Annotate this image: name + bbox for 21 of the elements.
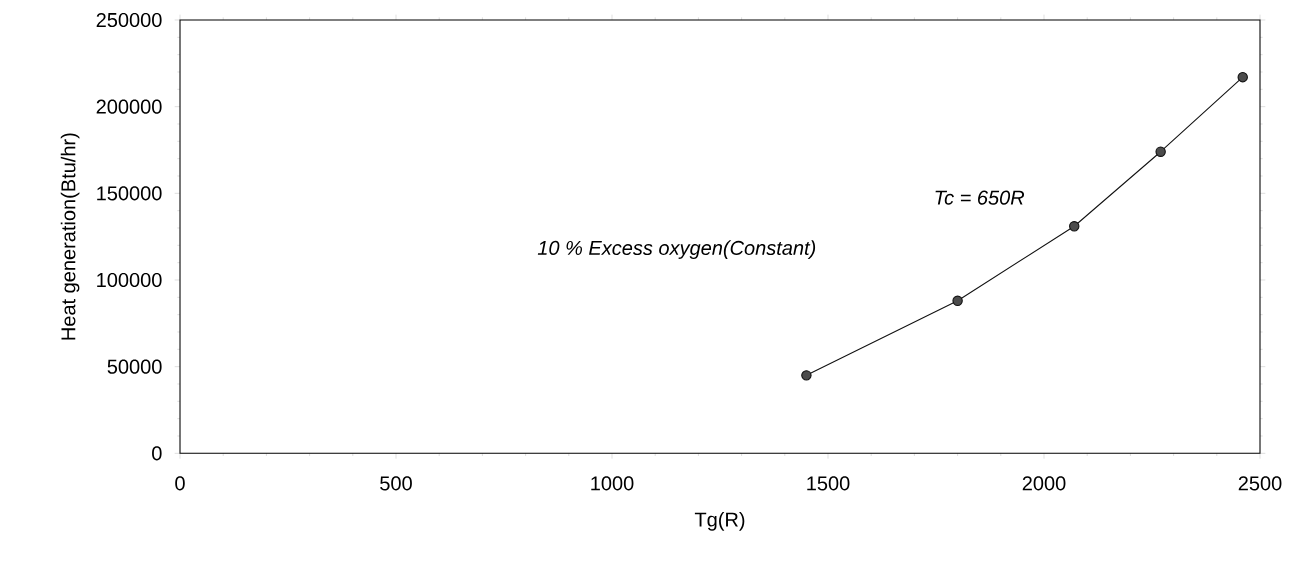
- annotation: 10 % Excess oxygen(Constant): [537, 240, 816, 260]
- x-tick-label: 2500: [1238, 476, 1282, 491]
- point: [1155, 146, 1166, 158]
- x-axis-title: Tg(R): [694, 512, 745, 531]
- point: [801, 370, 812, 381]
- x-tick-label: 0: [175, 476, 185, 491]
- y-tick-label: 150000: [97, 186, 162, 201]
- y-tick-label: 100000: [97, 273, 162, 288]
- x-tick-label: 2000: [1022, 476, 1066, 491]
- x-tick-label: 500: [380, 476, 412, 491]
- point: [1069, 221, 1080, 232]
- x-tick-label: 1000: [591, 476, 634, 491]
- y-tick-label: 250000: [96, 13, 162, 28]
- y-axis-title: Heat generation(Btu/hr): [60, 133, 80, 340]
- x-tick-label: 1500: [807, 476, 850, 491]
- point: [952, 295, 963, 307]
- point: [1237, 72, 1248, 83]
- y-tick-label: 0: [152, 446, 162, 461]
- y-tick-label: 200000: [96, 99, 162, 114]
- y-tick-label: 50000: [107, 359, 162, 374]
- annotation: Tc = 650R: [935, 190, 1025, 205]
